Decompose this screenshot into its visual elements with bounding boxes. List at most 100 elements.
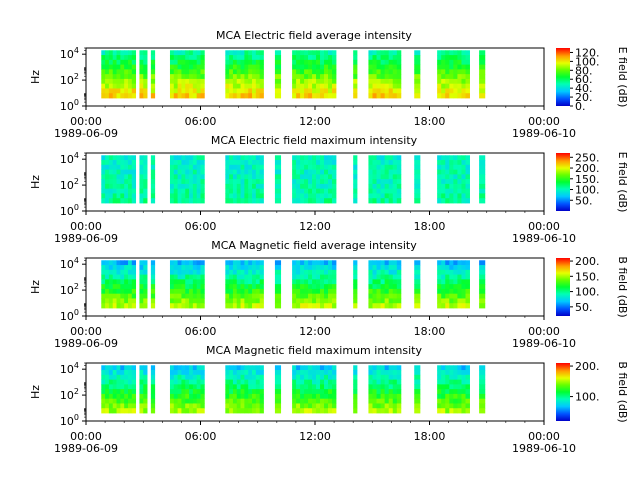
spectrogram-cell — [453, 398, 458, 404]
data-block — [150, 155, 156, 204]
spectrogram-cell — [308, 384, 313, 390]
spectrogram-cell — [112, 160, 117, 166]
spectrogram-cell — [240, 398, 245, 404]
spectrogram-cell — [143, 298, 148, 304]
data-block — [169, 260, 205, 309]
spectrogram-cell — [177, 288, 182, 295]
spectrogram-cell — [252, 403, 257, 409]
spectrogram-cell — [120, 64, 125, 70]
spectrogram-cell — [368, 174, 373, 180]
spectrogram-cell — [372, 64, 377, 70]
spectrogram-cell — [116, 183, 121, 190]
spectrogram-cell — [192, 288, 198, 295]
spectrogram-cell — [108, 370, 114, 376]
spectrogram-cell — [143, 83, 148, 89]
spectrogram-cell — [396, 160, 402, 166]
spectrogram-cell — [143, 403, 148, 409]
spectrogram-cell — [252, 59, 257, 65]
spectrogram-cell — [308, 174, 313, 180]
spectrogram-cell — [169, 93, 175, 99]
spectrogram-cell — [320, 69, 325, 75]
spectrogram-cell — [274, 78, 282, 85]
spectrogram-cell — [388, 69, 394, 75]
spectrogram-cell — [232, 298, 238, 304]
spectrogram-cell — [177, 93, 182, 99]
spectrogram-cell — [189, 164, 194, 170]
spectrogram-cell — [445, 164, 450, 170]
spectrogram-cell — [392, 174, 398, 180]
spectrogram-cell — [244, 269, 249, 275]
spectrogram-cell — [312, 88, 317, 94]
spectrogram-cell — [396, 384, 402, 390]
spectrogram-cell — [457, 293, 462, 299]
data-block — [139, 365, 148, 414]
spectrogram-cell — [108, 288, 114, 295]
spectrogram-cell — [392, 179, 398, 185]
spectrogram-cell — [316, 379, 321, 385]
spectrogram-cell — [150, 88, 156, 94]
spectrogram-cell — [380, 78, 386, 85]
panel-2: MCA Electric field maximum intensityHz10… — [29, 134, 629, 245]
spectrogram-cell — [274, 59, 282, 65]
spectrogram-cell — [101, 269, 106, 275]
spectrogram-cell — [388, 303, 394, 309]
spectrogram-cell — [236, 93, 241, 99]
spectrogram-cell — [255, 198, 261, 204]
spectrogram-cell — [453, 379, 458, 385]
x-tick-time: 00:00 — [528, 325, 560, 338]
spectrogram-cell — [229, 374, 234, 380]
spectrogram-cell — [388, 370, 394, 376]
spectrogram-cell — [308, 389, 313, 395]
spectrogram-cell — [124, 398, 129, 404]
spectrogram-cell — [112, 74, 117, 80]
spectrogram-cell — [259, 183, 264, 190]
spectrogram-cell — [131, 198, 137, 204]
spectrogram-cell — [200, 393, 205, 400]
spectrogram-cell — [274, 55, 282, 61]
spectrogram-cell — [120, 179, 125, 185]
spectrogram-cell — [376, 64, 381, 70]
spectrogram-cell — [105, 265, 110, 271]
spectrogram-cell — [353, 384, 358, 390]
spectrogram-cell — [139, 64, 144, 70]
spectrogram-cell — [479, 398, 486, 404]
spectrogram-cell — [108, 78, 114, 85]
spectrogram-cell — [124, 64, 129, 70]
spectrogram-cell — [105, 59, 110, 65]
spectrogram-cell — [396, 393, 402, 400]
spectrogram-cell — [308, 55, 313, 61]
spectrogram-cell — [101, 374, 106, 380]
spectrogram-cell — [376, 55, 381, 61]
spectrogram-cell — [255, 188, 261, 194]
spectrogram-cell — [143, 384, 148, 390]
spectrogram-cell — [353, 379, 358, 385]
spectrogram-cell — [143, 284, 148, 290]
spectrogram-cell — [244, 183, 249, 190]
spectrogram-cell — [332, 83, 337, 89]
spectrogram-cell — [296, 64, 301, 70]
spectrogram-cell — [328, 193, 333, 199]
spectrogram-cell — [236, 179, 241, 185]
spectrogram-cell — [304, 59, 309, 65]
spectrogram-cell — [449, 269, 454, 275]
spectrogram-cell — [441, 365, 446, 371]
spectrogram-cell — [105, 393, 110, 400]
spectrogram-cell — [328, 88, 333, 94]
spectrogram-cell — [131, 160, 137, 166]
spectrogram-cell — [368, 384, 373, 390]
spectrogram-cell — [320, 279, 325, 285]
spectrogram-cell — [169, 50, 175, 56]
spectrogram-cell — [248, 284, 253, 290]
spectrogram-cell — [380, 55, 386, 61]
spectrogram-cell — [127, 169, 133, 175]
panel-title: MCA Electric field average intensity — [216, 29, 412, 42]
spectrogram-cell — [169, 59, 175, 65]
spectrogram-cell — [461, 293, 466, 299]
spectrogram-cell — [304, 384, 309, 390]
spectrogram-cell — [296, 50, 301, 56]
spectrogram-cell — [143, 88, 148, 94]
spectrogram-cell — [244, 59, 249, 65]
spectrogram-cell — [105, 74, 110, 80]
spectrogram-cell — [292, 279, 297, 285]
spectrogram-cell — [169, 260, 175, 266]
